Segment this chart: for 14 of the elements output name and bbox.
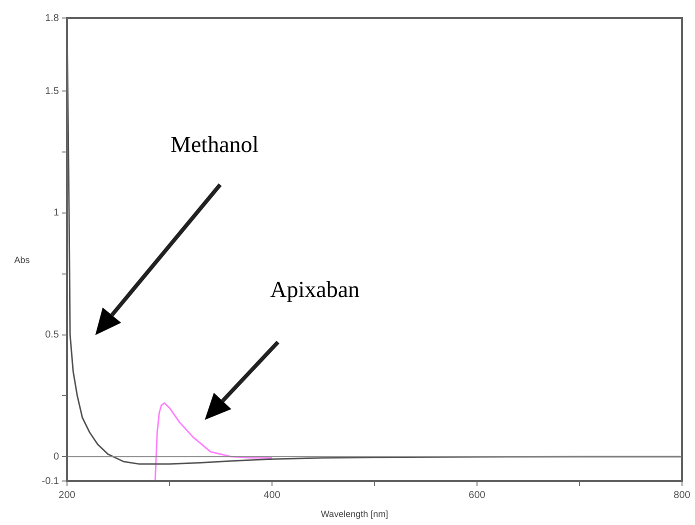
x-tick-label: 400 (264, 490, 281, 501)
y-tick-label: 0.5 (45, 330, 60, 341)
y-tick-label: 1.5 (45, 86, 60, 97)
x-tick-label: 600 (468, 490, 486, 501)
y-tick-label: 1.8 (45, 12, 60, 24)
x-tick-label: 200 (58, 490, 76, 501)
x-axis-title: Wavelength [nm] (320, 509, 388, 519)
y-tick-label: 1 (53, 208, 60, 219)
y-axis-title: Abs (14, 254, 30, 264)
x-tick-label: 800 (674, 490, 691, 501)
annotation: Methanol (170, 132, 259, 158)
y-tick-label: -0.1 (42, 476, 60, 487)
annotation: Apixaban (270, 276, 360, 303)
y-tick-label: 0 (53, 451, 60, 462)
